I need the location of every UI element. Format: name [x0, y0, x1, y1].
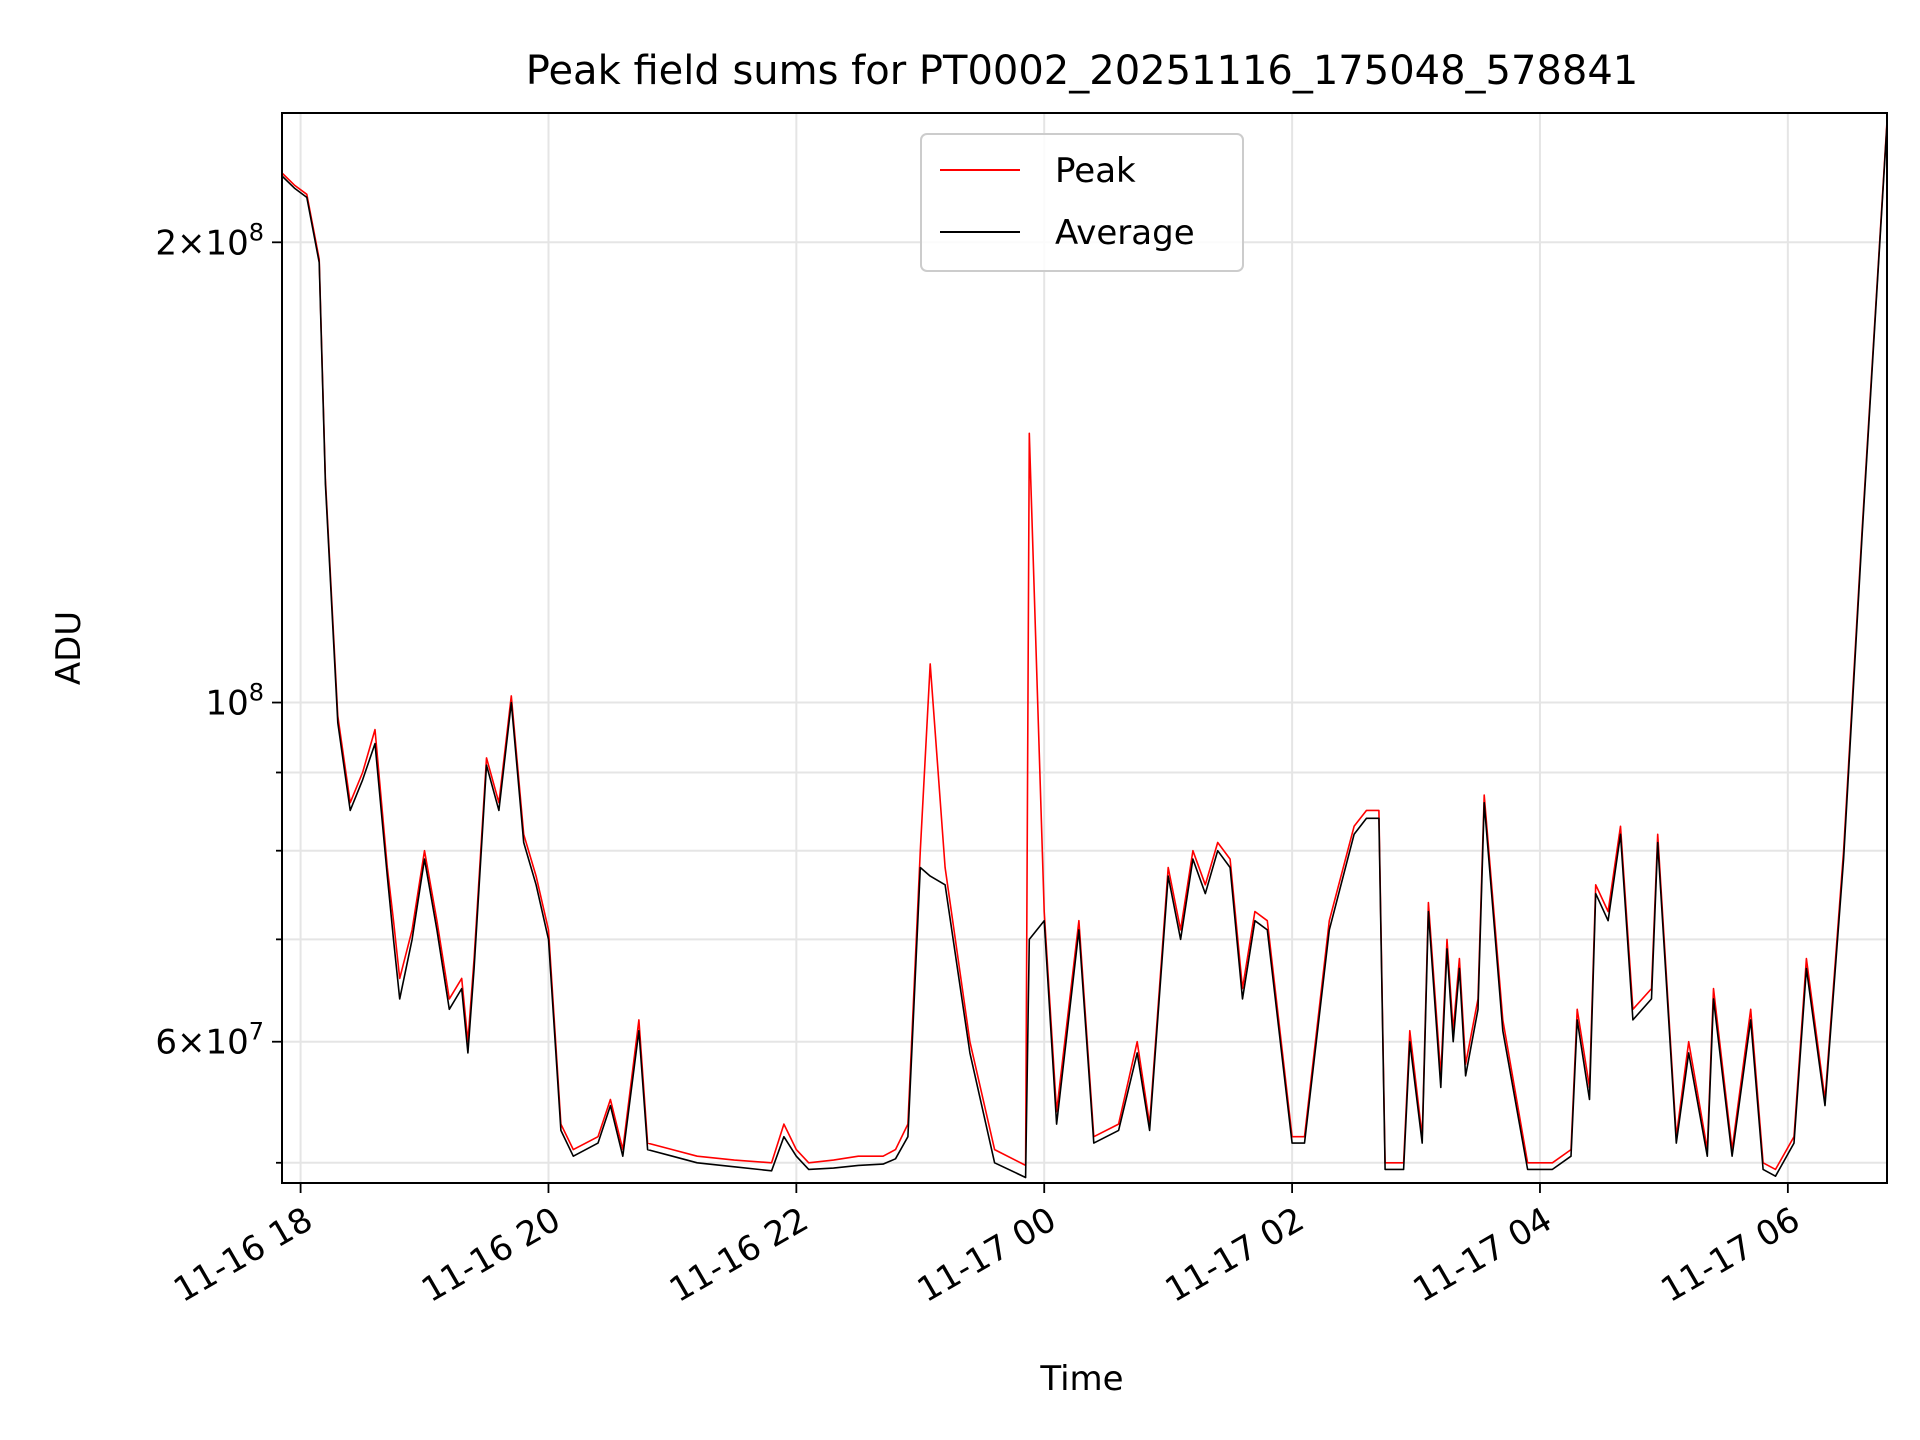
y-tick-label: 2×108 — [155, 218, 264, 263]
axes-frame — [281, 112, 1888, 1184]
chart-title: Peak field sums for PT0002_20251116_1750… — [526, 48, 1638, 94]
y-axis-label: ADU — [49, 611, 89, 685]
legend-label-peak: Peak — [1055, 151, 1136, 191]
legend-label-average: Average — [1055, 213, 1195, 253]
series-line-average — [281, 123, 1888, 1179]
y-tick-label: 6×107 — [155, 1018, 264, 1063]
y-axis-ticks: 6×107 108 2×108 — [155, 218, 282, 1164]
plot-series — [281, 121, 1888, 1179]
legend: Peak Average — [920, 133, 1244, 272]
legend-box — [920, 133, 1244, 272]
x-axis-label: Time — [1039, 1359, 1123, 1399]
y-tick-label: 108 — [205, 679, 264, 724]
